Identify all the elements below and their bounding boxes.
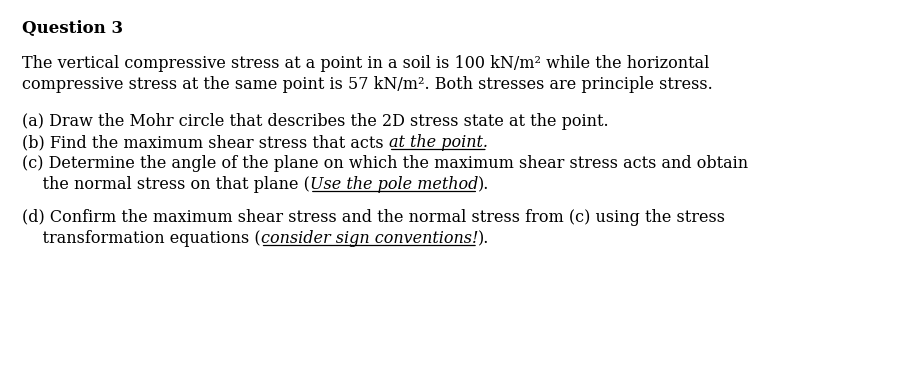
Text: ).: ). [478, 230, 489, 247]
Text: The vertical compressive stress at a point in a soil is 100 kN/m² while the hori: The vertical compressive stress at a poi… [22, 55, 709, 72]
Text: compressive stress at the same point is 57 kN/m². Both stresses are principle st: compressive stress at the same point is … [22, 76, 713, 93]
Text: (a) Draw the Mohr circle that describes the 2D stress state at the point.: (a) Draw the Mohr circle that describes … [22, 113, 608, 130]
Text: Question 3: Question 3 [22, 20, 123, 37]
Text: (c) Determine the angle of the plane on which the maximum shear stress acts and : (c) Determine the angle of the plane on … [22, 155, 748, 172]
Text: ).: ). [479, 176, 489, 193]
Text: (d) Confirm the maximum shear stress and the normal stress from (c) using the st: (d) Confirm the maximum shear stress and… [22, 209, 725, 226]
Text: (b) Find the maximum shear stress that acts: (b) Find the maximum shear stress that a… [22, 134, 389, 151]
Text: at the point.: at the point. [389, 134, 488, 151]
Text: the normal stress on that plane (: the normal stress on that plane ( [22, 176, 310, 193]
Text: transformation equations (: transformation equations ( [22, 230, 261, 247]
Text: consider sign conventions!: consider sign conventions! [261, 230, 478, 247]
Text: Use the pole method: Use the pole method [310, 176, 479, 193]
